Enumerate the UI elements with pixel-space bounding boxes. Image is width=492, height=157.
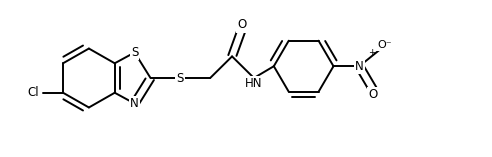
Text: N: N — [355, 60, 364, 73]
Text: +: + — [368, 48, 376, 57]
Text: S: S — [177, 71, 184, 84]
Text: O: O — [237, 19, 246, 31]
Text: O: O — [369, 88, 378, 101]
Text: S: S — [131, 46, 138, 59]
Text: N: N — [130, 97, 139, 110]
Text: HN: HN — [245, 77, 263, 90]
Text: Cl: Cl — [28, 86, 39, 99]
Text: O⁻: O⁻ — [377, 40, 392, 50]
